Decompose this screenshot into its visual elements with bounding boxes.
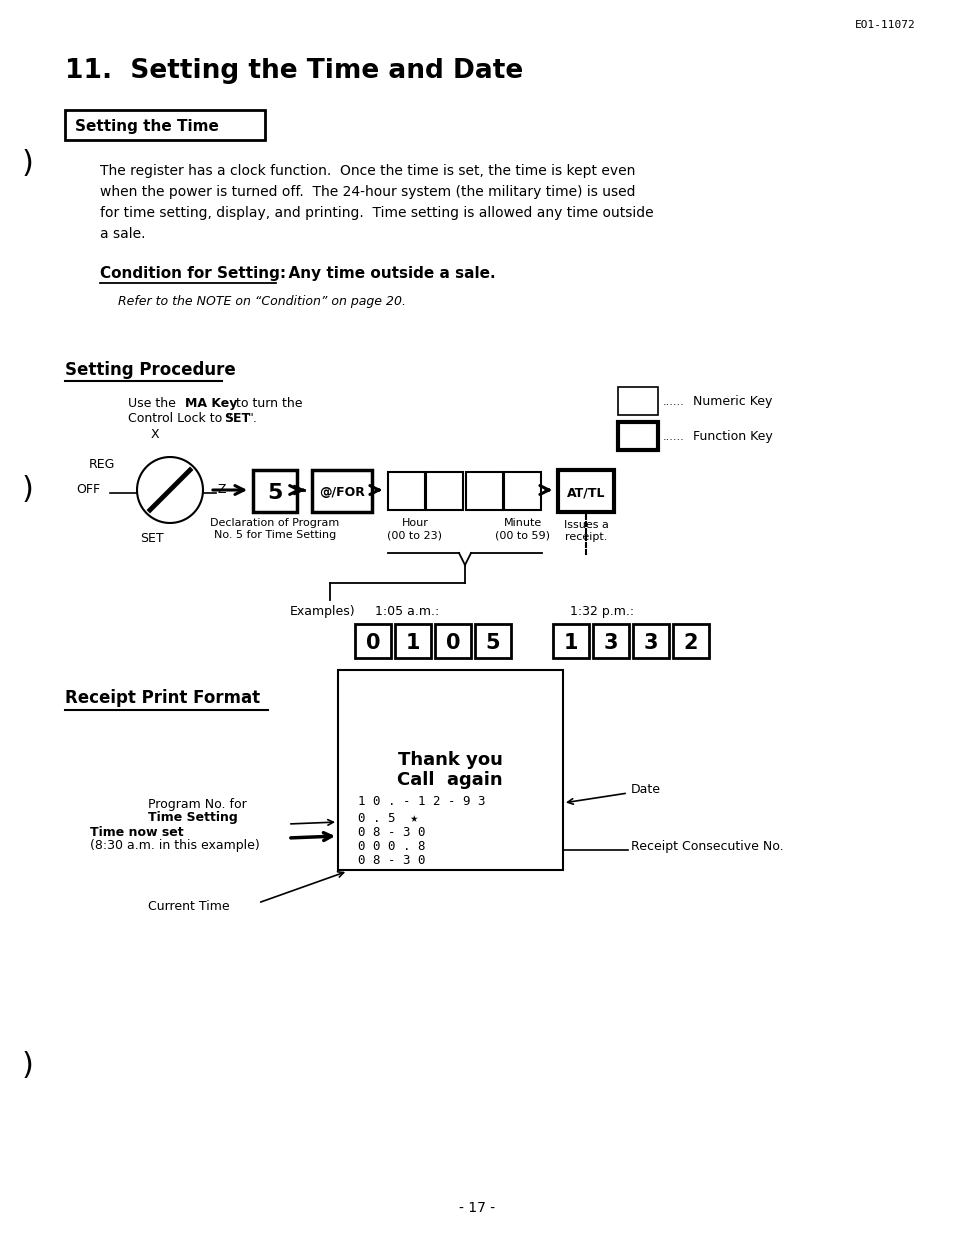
Text: (8:30 a.m. in this example): (8:30 a.m. in this example) [90, 839, 259, 852]
Text: 0: 0 [365, 633, 380, 653]
Bar [435, 624, 471, 658]
Text: Setting Procedure: Setting Procedure [65, 361, 235, 379]
Text: 0 8 - 3 0: 0 8 - 3 0 [357, 854, 425, 867]
Bar [618, 422, 658, 450]
Bar [465, 472, 502, 510]
Bar [312, 470, 372, 512]
Text: Numeric Key: Numeric Key [692, 395, 772, 408]
Text: Condition for Setting:: Condition for Setting: [100, 266, 286, 281]
Text: Declaration of Program: Declaration of Program [211, 518, 339, 528]
Bar [633, 624, 668, 658]
Text: EO1-11072: EO1-11072 [854, 20, 915, 30]
Text: Hour: Hour [401, 518, 428, 528]
Text: 1: 1 [563, 633, 578, 653]
Text: (00 to 59): (00 to 59) [495, 530, 550, 540]
Text: 1:05 a.m.:: 1:05 a.m.: [375, 605, 438, 618]
Text: ".: ". [248, 413, 257, 425]
Text: 0 . 5  ★: 0 . 5 ★ [357, 812, 417, 825]
FancyBboxPatch shape [65, 110, 265, 140]
Text: Use the: Use the [128, 396, 180, 410]
Text: SET: SET [140, 532, 164, 545]
Text: Setting the Time: Setting the Time [75, 119, 218, 134]
Bar [337, 670, 562, 870]
Text: Receipt Consecutive No.: Receipt Consecutive No. [630, 840, 782, 852]
Text: 0 8 - 3 0: 0 8 - 3 0 [357, 826, 425, 839]
Text: a sale.: a sale. [100, 227, 146, 242]
Bar [426, 472, 462, 510]
Text: ): ) [22, 1051, 34, 1079]
Bar [475, 624, 511, 658]
Text: 2: 2 [683, 633, 698, 653]
Text: No. 5 for Time Setting: No. 5 for Time Setting [213, 530, 335, 540]
Text: Current Time: Current Time [148, 900, 230, 913]
Text: MA Key: MA Key [185, 396, 237, 410]
Text: 3: 3 [603, 633, 618, 653]
Text: 5: 5 [267, 483, 282, 503]
Text: Control Lock to ": Control Lock to " [128, 413, 232, 425]
Text: Date: Date [630, 783, 660, 795]
Text: SET: SET [224, 413, 250, 425]
Text: for time setting, display, and printing.  Time setting is allowed any time outsi: for time setting, display, and printing.… [100, 206, 653, 221]
Text: Time now set: Time now set [90, 826, 183, 839]
Text: to turn the: to turn the [232, 396, 302, 410]
Text: X: X [151, 427, 159, 441]
Text: Examples): Examples) [290, 605, 355, 618]
Text: ......: ...... [662, 432, 684, 442]
Text: - 17 -: - 17 - [458, 1201, 495, 1215]
Text: 1 0 . - 1 2 - 9 3: 1 0 . - 1 2 - 9 3 [357, 795, 485, 808]
Text: when the power is turned off.  The 24-hour system (the military time) is used: when the power is turned off. The 24-hou… [100, 185, 635, 199]
Bar [253, 470, 296, 512]
Text: 0 0 0 . 8: 0 0 0 . 8 [357, 840, 425, 852]
Text: (00 to 23): (00 to 23) [387, 530, 442, 540]
Bar [355, 624, 391, 658]
Text: OFF: OFF [76, 483, 100, 496]
Text: 1: 1 [405, 633, 420, 653]
Bar [618, 387, 658, 415]
Bar [558, 470, 614, 512]
Bar [388, 472, 424, 510]
Text: receipt.: receipt. [564, 532, 606, 541]
Text: 0: 0 [445, 633, 459, 653]
Text: ......: ...... [662, 396, 684, 406]
Text: Thank you: Thank you [397, 751, 502, 769]
Bar [593, 624, 628, 658]
Text: REG: REG [89, 458, 115, 471]
Text: 5: 5 [485, 633, 499, 653]
Text: Program No. for: Program No. for [148, 798, 247, 812]
Text: Function Key: Function Key [692, 430, 772, 444]
Text: @/FOR: @/FOR [318, 487, 365, 499]
Text: Refer to the NOTE on “Condition” on page 20.: Refer to the NOTE on “Condition” on page… [118, 295, 406, 309]
Text: ): ) [22, 476, 34, 504]
Text: Any time outside a sale.: Any time outside a sale. [277, 266, 496, 281]
Text: 3: 3 [643, 633, 658, 653]
Bar [672, 624, 708, 658]
Text: The register has a clock function.  Once the time is set, the time is kept even: The register has a clock function. Once … [100, 164, 635, 178]
Text: Call  again: Call again [396, 771, 502, 789]
Text: Z: Z [218, 483, 226, 496]
Text: AT/TL: AT/TL [566, 487, 604, 499]
Text: Issues a: Issues a [563, 520, 608, 530]
Bar [395, 624, 431, 658]
Text: Minute: Minute [503, 518, 541, 528]
Text: Receipt Print Format: Receipt Print Format [65, 689, 260, 707]
Text: Time Setting: Time Setting [148, 812, 237, 824]
Bar [503, 472, 540, 510]
Text: 1:32 p.m.:: 1:32 p.m.: [569, 605, 634, 618]
Bar [553, 624, 588, 658]
Text: 11.  Setting the Time and Date: 11. Setting the Time and Date [65, 58, 522, 84]
Text: ): ) [22, 149, 34, 177]
